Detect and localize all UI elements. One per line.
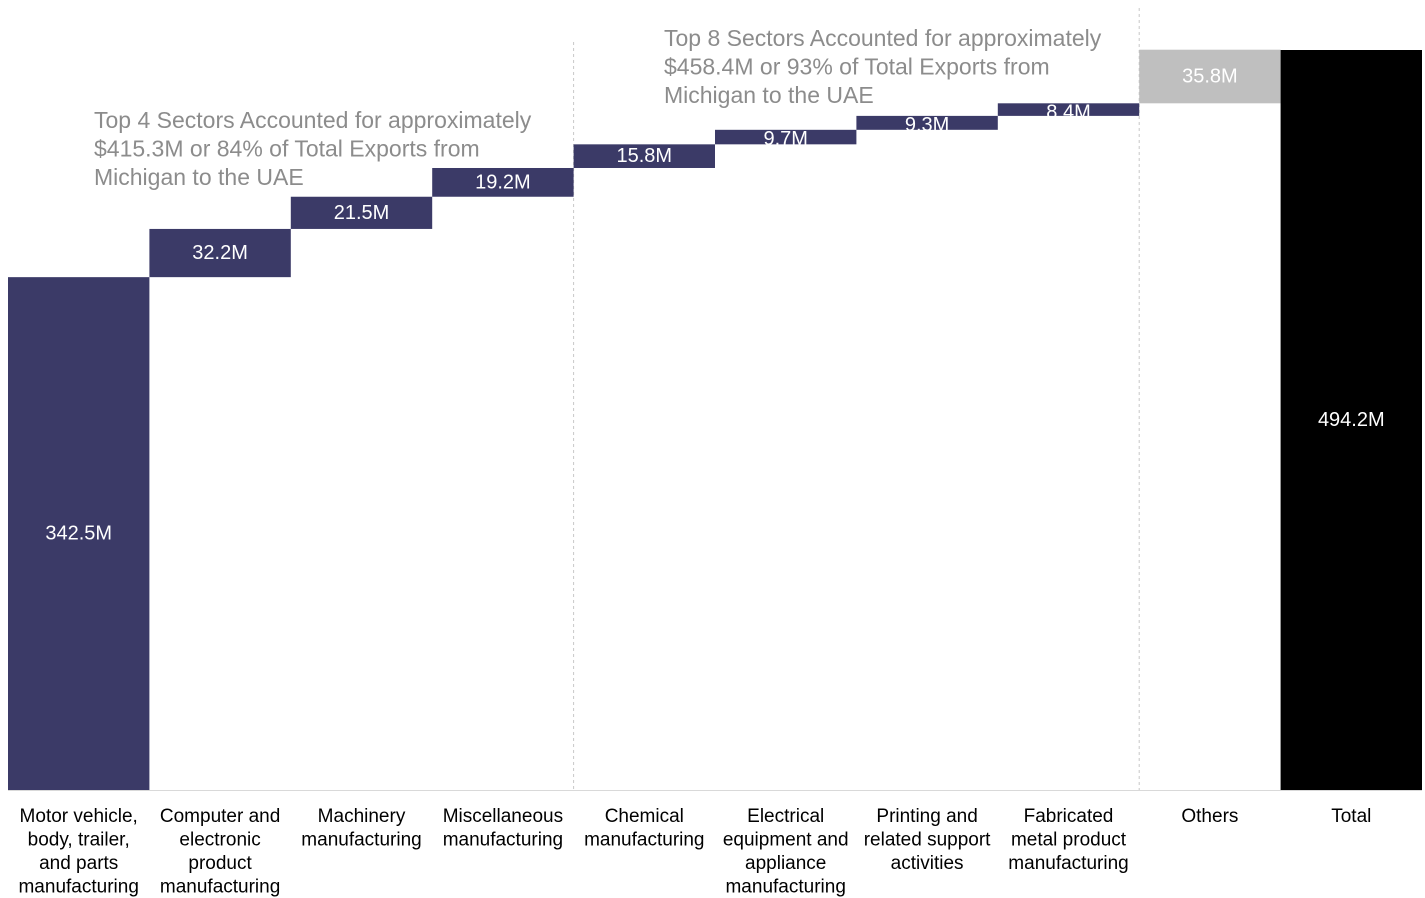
value-label-3: 21.5M (334, 202, 390, 224)
value-label-5: 15.8M (617, 145, 673, 167)
category-label-2: Computer and electronic product manufacturi… (160, 806, 280, 898)
bar-3 (290, 196, 433, 229)
category-label-3: Machinery manufacturing (301, 806, 421, 851)
value-label-8: 8.4M (1046, 101, 1090, 123)
bar-1 (8, 277, 150, 790)
category-label-8: Fabricated metal product manufacturing (1008, 806, 1128, 874)
annotation-2: Top 8 Sectors Accounted for approximatel… (664, 25, 1102, 108)
value-label-10: 494.2M (1318, 409, 1385, 431)
value-label-1: 342.5M (45, 523, 112, 545)
category-label-5: Chemical manufacturing (584, 806, 704, 851)
value-label-9: 35.8M (1182, 66, 1238, 88)
category-labels: Motor vehicle, body, trailer, and parts man… (18, 806, 1371, 898)
bar-6 (715, 129, 857, 145)
category-label-7: Printing and related support activities (864, 806, 991, 874)
bar-2 (149, 228, 291, 278)
annotation-1: Top 4 Sectors Accounted for approximatel… (94, 107, 532, 190)
category-label-1: Motor vehicle, body, trailer, and parts man… (18, 806, 138, 898)
category-label-6: Electrical equipment and appliance manufact… (723, 806, 849, 898)
bars (8, 49, 1422, 790)
category-label-9: Others (1181, 806, 1238, 827)
value-label-4: 19.2M (475, 171, 531, 193)
bar-8 (997, 103, 1140, 116)
bar-7 (856, 115, 998, 130)
value-label-2: 32.2M (192, 242, 248, 264)
value-label-7: 9.3M (905, 114, 949, 136)
value-label-6: 9.7M (763, 128, 807, 150)
annotations: Top 4 Sectors Accounted for approximatel… (94, 25, 1102, 190)
bar-4 (432, 167, 574, 197)
category-label-4: Miscellaneous manufacturing (443, 806, 563, 851)
group-dividers (573, 8, 1140, 790)
bar-value-labels: 342.5M 32.2M 21.5M 19.2M 15.8M 9.7M 9.3M 8.4M 35… (45, 66, 1384, 545)
bar-9 (1139, 49, 1281, 104)
bar-5 (573, 144, 715, 168)
category-label-10: Total (1331, 806, 1371, 827)
bar-10 (1280, 50, 1422, 790)
